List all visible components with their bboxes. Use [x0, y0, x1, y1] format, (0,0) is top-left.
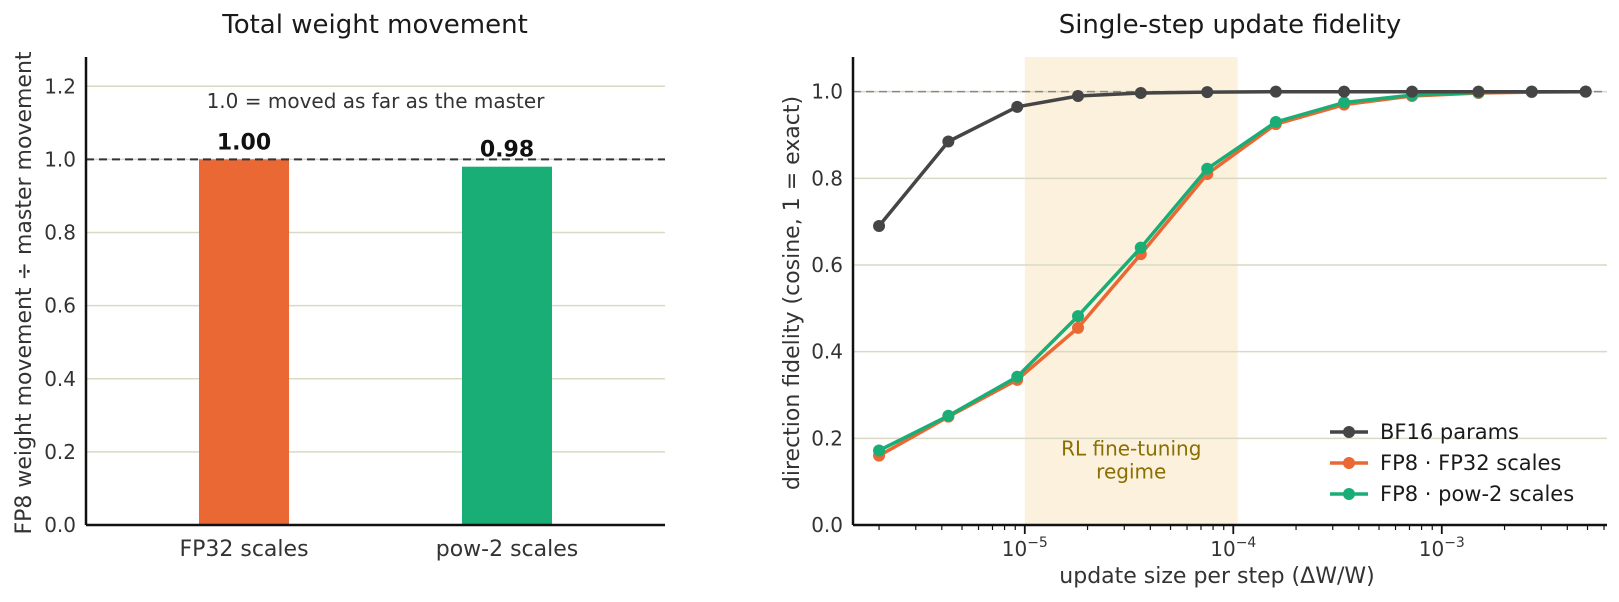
line-chart-y-ticks: 0.0 0.2 0.4 0.6 0.8 1.0 [811, 80, 843, 537]
y-tick-label: 0.0 [811, 513, 843, 537]
series-point [942, 135, 955, 148]
series-point [1338, 96, 1351, 109]
line-chart-title: Single-step update fidelity [1059, 10, 1402, 40]
y-tick-label: 1.2 [44, 74, 76, 98]
series-line [877, 89, 1586, 228]
series-point [1134, 241, 1147, 254]
x-tick-base: 10 [1002, 537, 1027, 561]
line-chart-x-ticks: 10−5 10−4 10−3 [878, 525, 1605, 561]
y-tick-label: 0.8 [44, 221, 76, 245]
y-tick-label: 1.0 [44, 147, 76, 171]
bar-chart-y-ticks: 0.0 0.2 0.4 0.6 0.8 1.0 1.2 [44, 74, 76, 537]
line-chart-x-axis-label: update size per step (ΔW/W) [1059, 564, 1374, 589]
x-tick-label: 10−3 [1419, 535, 1465, 561]
x-tick-label: pow-2 scales [436, 537, 579, 562]
bar-chart-bars [199, 159, 552, 525]
series-point [1072, 321, 1085, 334]
series-point [1201, 162, 1214, 175]
legend-entry: BF16 params [1330, 420, 1519, 444]
bar-value-label: 1.00 [217, 130, 271, 155]
series-point [1072, 90, 1085, 102]
series-point [873, 444, 886, 457]
series-point [1579, 85, 1592, 98]
series-point [1406, 85, 1419, 98]
bar-chart-axes [84, 57, 665, 527]
series-point [1201, 86, 1214, 99]
series-point [1072, 310, 1085, 323]
series-point [942, 409, 955, 422]
line-chart-legend: BF16 params FP8 · FP32 scales FP8 · pow-2 … [1330, 420, 1574, 506]
x-tick-label: 10−5 [1002, 535, 1048, 561]
y-tick-label: 0.4 [44, 367, 76, 391]
series-point [1011, 100, 1024, 113]
line-chart-panel: Single-step update fidelity RL fine-tuni… [780, 10, 1607, 589]
legend-marker [1343, 457, 1355, 469]
legend-marker [1343, 426, 1355, 438]
x-tick-exponent: −3 [1444, 535, 1465, 551]
y-tick-label: 0.8 [811, 166, 843, 190]
y-tick-label: 0.2 [44, 440, 76, 464]
y-tick-label: 0.2 [811, 426, 843, 450]
legend-label: BF16 params [1380, 420, 1519, 444]
x-tick-label: FP32 scales [179, 537, 308, 562]
bar-chart-annotation: 1.0 = moved as far as the master [207, 89, 546, 113]
series-point [1472, 85, 1485, 98]
bar-chart-y-axis-label: FP8 weight movement ÷ master movement [12, 51, 37, 534]
legend-label: FP8 · FP32 scales [1380, 451, 1561, 475]
regime-label-line2: regime [1096, 460, 1166, 484]
x-tick-base: 10 [1419, 537, 1444, 561]
y-tick-label: 1.0 [811, 80, 843, 104]
y-tick-label: 0.0 [44, 513, 76, 537]
bar-chart-title: Total weight movement [221, 10, 528, 40]
bar-chart-x-ticks: FP32 scales pow-2 scales [179, 537, 578, 562]
legend-entry: FP8 · FP32 scales [1330, 451, 1561, 475]
series-point [1011, 370, 1024, 383]
line-chart-y-axis-label: direction fidelity (cosine, 1 = exact) [780, 96, 805, 490]
series-0 [873, 85, 1592, 232]
bar-chart-value-labels: 1.00 0.98 [217, 130, 534, 162]
y-tick-label: 0.4 [811, 340, 843, 364]
bar-1 [462, 166, 552, 525]
series-point [1525, 85, 1538, 98]
legend-entry: FP8 · pow-2 scales [1330, 482, 1574, 506]
y-tick-label: 0.6 [811, 253, 843, 277]
x-tick-base: 10 [1210, 537, 1235, 561]
regime-shaded-region [1024, 57, 1238, 525]
bar-chart-panel: Total weight movement 1.0 = moved as far… [12, 10, 665, 562]
y-tick-label: 0.6 [44, 294, 76, 318]
series-point [1134, 86, 1147, 99]
bar-0 [199, 159, 289, 525]
bar-chart-grid [86, 85, 665, 453]
legend-marker [1343, 488, 1355, 500]
series-point [1269, 116, 1282, 128]
legend-label: FP8 · pow-2 scales [1380, 482, 1574, 506]
series-point [1269, 85, 1282, 98]
bar-value-label: 0.98 [480, 138, 534, 163]
x-tick-exponent: −5 [1027, 535, 1048, 551]
x-tick-label: 10−4 [1210, 535, 1256, 561]
line-chart-series [873, 85, 1592, 462]
series-point [873, 220, 886, 232]
regime-label-line1: RL fine-tuning [1061, 437, 1201, 461]
x-tick-exponent: −4 [1236, 535, 1257, 551]
series-point [1338, 85, 1351, 98]
